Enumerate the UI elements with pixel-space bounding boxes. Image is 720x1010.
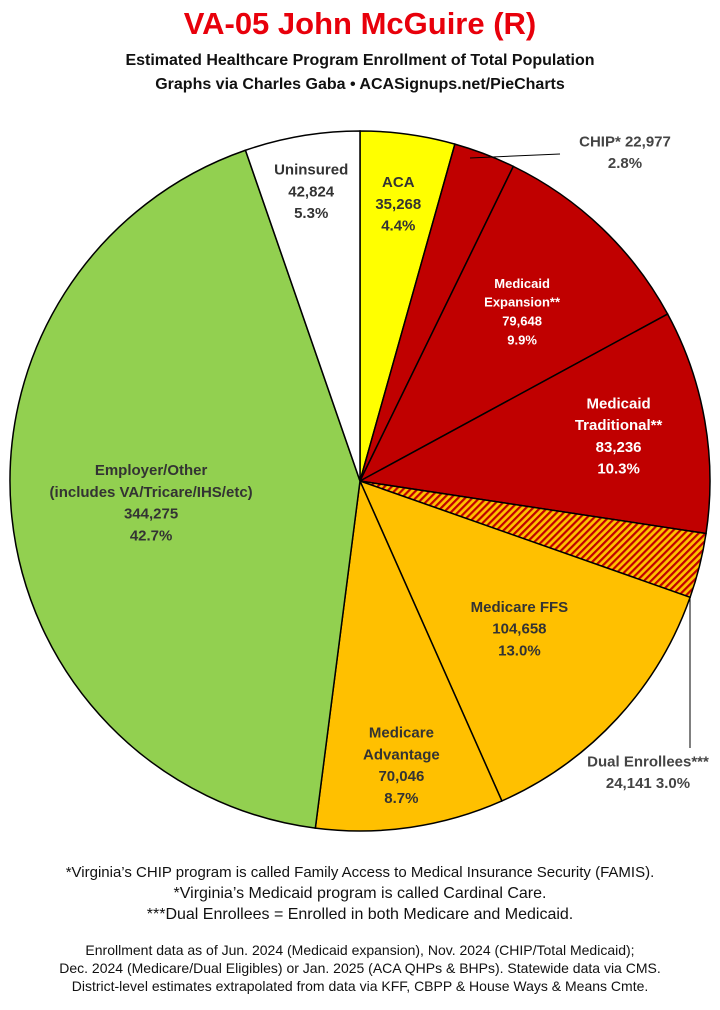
slice-label-medicaid-traditional: Medicaid Traditional** 83,236 10.3% [575, 395, 663, 477]
slice-label-medicare-advantage: Medicare Advantage 70,046 8.7% [363, 725, 440, 807]
pie-slice-uninsured [244, 130, 361, 482]
chart-credit: Graphs via Charles Gaba • ACASignups.net… [155, 76, 565, 93]
pie-slice-medicare-advantage [314, 478, 503, 832]
slice-label-employer-other-includes-va-tricare-ihs-etc: Employer/Other (includes VA/Tricare/IHS/e… [50, 462, 253, 544]
footnote-chip: *Virginia’s CHIP program is called Famil… [65, 864, 655, 881]
slice-label-aca: ACA 35,268 4.4% [375, 174, 421, 235]
chart-subtitle: Estimated Healthcare Program Enrollment … [125, 52, 595, 69]
slice-label-medicare-ffs: Medicare FFS 104,658 13.0% [471, 599, 569, 660]
slice-label-uninsured: Uninsured 42,824 5.3% [274, 162, 348, 223]
pie-slice-medicare-ffs [358, 479, 692, 802]
pie-slice-medicaid-traditional [357, 313, 711, 535]
source-notes: Enrollment data as of Jun. 2024 (Medicai… [0, 941, 720, 995]
pie-slice-employer-other-includes-va-tricare-ihs-etc [9, 149, 361, 829]
footnote-dual: ***Dual Enrollees = Enrolled in both Med… [146, 906, 574, 923]
slice-label-chip: CHIP* 22,977 2.8% [579, 133, 671, 172]
slice-label-medicaid-expansion: Medicaid Expansion** 79,648 9.9% [484, 276, 561, 348]
pie-chart: ACA 35,268 4.4% CHIP* 22,977 2.8% Medicaid Exp… [9, 130, 711, 832]
source-line-3: District-level estimates extrapolated fr… [71, 978, 649, 994]
slice-label-dual-enrollees: Dual Enrollees*** 24,141 3.0% [587, 753, 709, 792]
pie-slice-medicaid-expansion [358, 165, 669, 483]
footnote-medicaid: *Virginia’s Medicaid program is called C… [173, 885, 547, 902]
source-line-2: Dec. 2024 (Medicare/Dual Eligibles) or J… [59, 960, 661, 976]
leader-line-chip [469, 153, 561, 159]
source-line-1: Enrollment data as of Jun. 2024 (Medicai… [85, 942, 635, 958]
chart-title: VA-05 John McGuire (R) [183, 6, 537, 41]
